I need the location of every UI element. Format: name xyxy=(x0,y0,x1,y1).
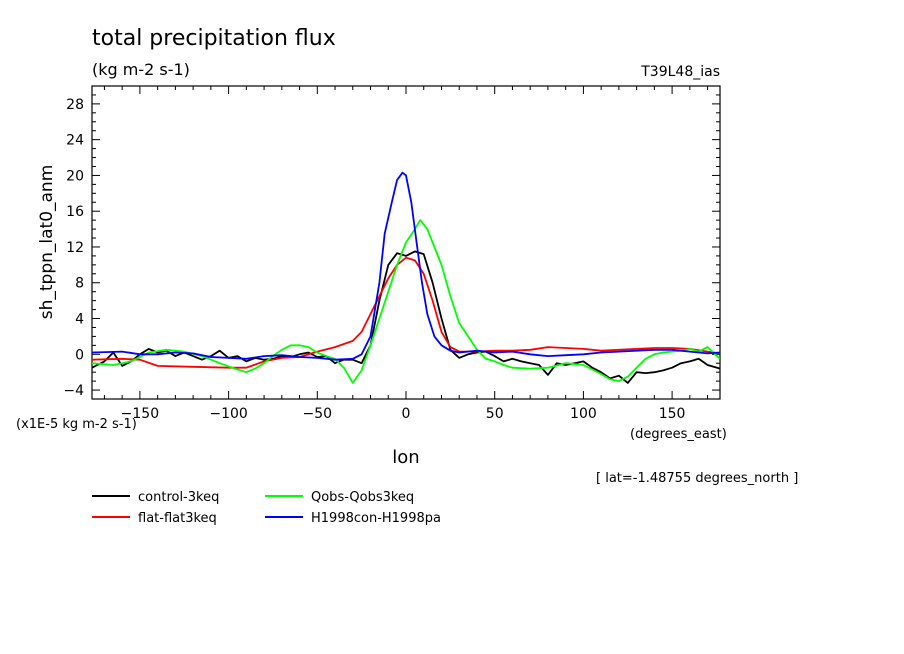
series-line-3 xyxy=(92,171,720,361)
legend-label-2: Qobs-Qobs3keq xyxy=(311,490,414,505)
y-tick-label: 24 xyxy=(66,133,84,149)
y-tick-label: 16 xyxy=(66,204,84,220)
x-tick-label: 50 xyxy=(486,406,504,422)
y-tick-label: −4 xyxy=(63,383,84,399)
y-tick-label: 12 xyxy=(66,240,84,256)
y-tick-label: 0 xyxy=(75,347,84,363)
chart-title: total precipitation flux xyxy=(92,26,336,51)
y-axis-label: sh_tppn_lat0_anm xyxy=(37,165,57,320)
x-tick-label: −100 xyxy=(209,406,247,422)
series-line-0 xyxy=(92,250,720,384)
y-tick-label: 4 xyxy=(75,312,84,328)
legend-label-1: flat-flat3keq xyxy=(138,511,217,526)
x-tick-label: 0 xyxy=(402,406,411,422)
x-axis-label: lon xyxy=(392,447,419,468)
x-tick-label: −50 xyxy=(303,406,333,422)
series-line-2 xyxy=(92,219,720,384)
y-tick-label: 8 xyxy=(75,276,84,292)
x-tick-label: 150 xyxy=(659,406,686,422)
model-tag: T39L48_ias xyxy=(640,64,720,80)
y-tick-label: 20 xyxy=(66,168,84,184)
y-tick-labels: −4 0 4 8 12 16 20 24 28 xyxy=(63,97,84,399)
x-unit-note: (degrees_east) xyxy=(630,427,727,442)
chart-subtitle: (kg m-2 s-1) xyxy=(92,60,190,79)
x-tick-label: 100 xyxy=(570,406,597,422)
series-lines xyxy=(92,171,720,384)
y-unit-note: (x1E-5 kg m-2 s-1) xyxy=(16,417,137,432)
axis-ticks xyxy=(92,85,720,399)
legend-label-3: H1998con-H1998pa xyxy=(311,511,441,526)
legend: control-3keq flat-flat3keq Qobs-Qobs3keq H1… xyxy=(92,490,441,526)
latitude-note: [ lat=-1.48755 degrees_north ] xyxy=(596,471,798,486)
y-tick-label: 28 xyxy=(66,97,84,113)
x-tick-label: −150 xyxy=(121,406,159,422)
x-tick-labels: −150 −100 −50 0 50 100 150 xyxy=(121,406,686,422)
legend-label-0: control-3keq xyxy=(138,490,219,505)
